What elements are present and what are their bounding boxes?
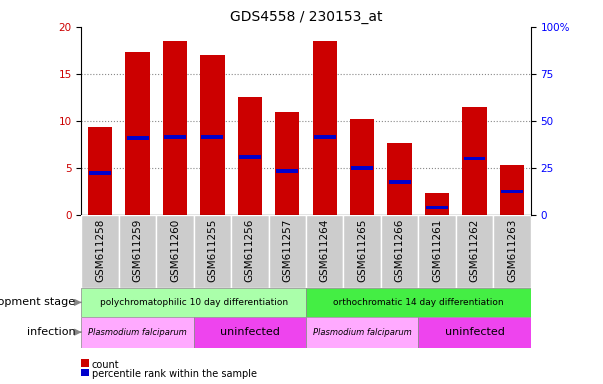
Bar (194, 215, 231, 288)
Bar (81, 215, 119, 288)
Text: GSM611258: GSM611258 (95, 219, 105, 282)
Text: GSM611256: GSM611256 (245, 219, 255, 282)
Bar (464, 157, 485, 161)
Bar (125, 52, 150, 215)
Bar (463, 107, 487, 215)
Bar (500, 165, 524, 215)
Bar (381, 215, 418, 288)
Bar (194, 317, 306, 348)
Bar (81, 317, 194, 348)
Bar (276, 169, 298, 173)
Text: GSM611264: GSM611264 (320, 219, 330, 282)
Text: polychromatophilic 10 day differentiation: polychromatophilic 10 day differentiatio… (99, 298, 288, 307)
Text: GSM611257: GSM611257 (282, 219, 292, 282)
Bar (238, 98, 262, 215)
Text: GSM611260: GSM611260 (170, 219, 180, 282)
Text: development stage: development stage (0, 297, 75, 308)
Bar (88, 127, 112, 215)
Text: GSM611255: GSM611255 (207, 219, 218, 282)
Bar (119, 215, 156, 288)
Bar (418, 215, 456, 288)
Bar (201, 135, 223, 139)
Text: Plasmodium falciparum: Plasmodium falciparum (88, 328, 187, 337)
Text: GSM611263: GSM611263 (507, 219, 517, 282)
Bar (456, 215, 493, 288)
Bar (89, 171, 111, 175)
Bar (350, 119, 374, 215)
Text: GSM611266: GSM611266 (394, 219, 405, 282)
Bar (163, 41, 187, 215)
Bar (418, 317, 531, 348)
Text: count: count (92, 360, 119, 370)
Text: infection: infection (27, 327, 75, 337)
Bar (344, 215, 381, 288)
Bar (314, 135, 336, 139)
Text: percentile rank within the sample: percentile rank within the sample (92, 369, 257, 379)
Bar (306, 317, 418, 348)
Bar (156, 215, 194, 288)
Text: GSM611265: GSM611265 (357, 219, 367, 282)
Bar (127, 136, 148, 140)
Bar (306, 215, 344, 288)
Bar (275, 112, 300, 215)
Bar (351, 166, 373, 170)
Text: GSM611262: GSM611262 (470, 219, 479, 282)
Bar (164, 135, 186, 139)
Text: Plasmodium falciparum: Plasmodium falciparum (313, 328, 412, 337)
Text: orthochromatic 14 day differentiation: orthochromatic 14 day differentiation (333, 298, 504, 307)
Bar (388, 142, 412, 215)
Text: uninfected: uninfected (220, 327, 280, 337)
Bar (306, 288, 531, 317)
Bar (81, 288, 306, 317)
Bar (501, 190, 523, 194)
Bar (493, 215, 531, 288)
Bar (200, 55, 224, 215)
Bar (231, 215, 268, 288)
Bar (239, 155, 261, 159)
Bar (389, 180, 411, 184)
Text: GSM611261: GSM611261 (432, 219, 442, 282)
Bar (425, 194, 449, 215)
Text: uninfected: uninfected (444, 327, 505, 337)
Bar (426, 206, 448, 209)
Title: GDS4558 / 230153_at: GDS4558 / 230153_at (230, 10, 382, 25)
Bar (268, 215, 306, 288)
Bar (312, 41, 337, 215)
Text: GSM611259: GSM611259 (133, 219, 142, 282)
